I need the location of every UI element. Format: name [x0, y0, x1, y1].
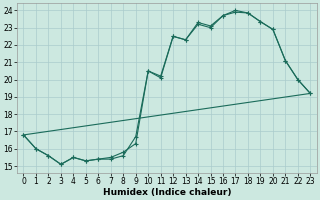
X-axis label: Humidex (Indice chaleur): Humidex (Indice chaleur) [103, 188, 231, 197]
